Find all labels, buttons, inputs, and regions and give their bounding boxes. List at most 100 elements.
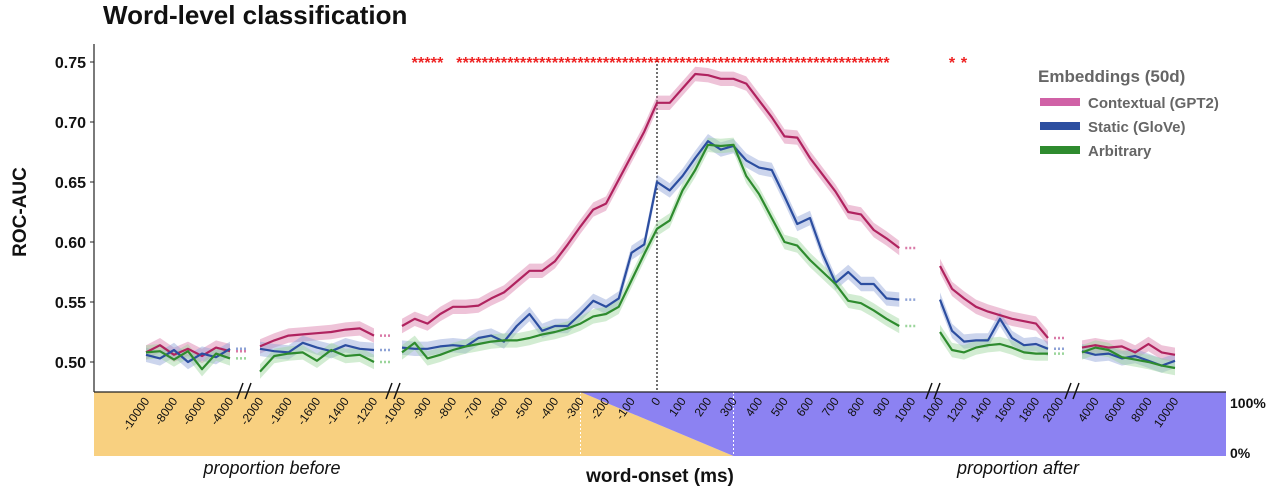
series-line (1081, 342, 1176, 356)
y-tick-label: 0.55 (55, 295, 86, 312)
series-line (259, 348, 375, 373)
significance-marker: * (743, 55, 750, 72)
significance-marker: * (641, 55, 648, 72)
significance-marker: * (961, 55, 968, 72)
series-line (938, 299, 1049, 350)
significance-marker: * (775, 55, 782, 72)
significance-marker: * (852, 55, 859, 72)
confidence-band (940, 292, 1048, 356)
significance-marker: * (724, 55, 731, 72)
x-axis-label: word-onset (ms) (585, 466, 734, 487)
axis-break-icon (925, 382, 941, 400)
confidence-band (146, 344, 230, 377)
significance-marker: * (705, 55, 712, 72)
significance-marker: * (526, 55, 533, 72)
significance-marker: * (730, 55, 737, 72)
proportion-bottom-label: 0% (1230, 445, 1251, 461)
region-label-after: proportion after (956, 458, 1080, 478)
y-tick-label: 0.50 (55, 355, 86, 372)
legend-swatch (1040, 122, 1080, 130)
significance-marker: * (883, 55, 890, 72)
significance-marker: * (839, 55, 846, 72)
series-line (259, 327, 375, 348)
significance-marker: * (667, 55, 674, 72)
significance-marker: * (826, 55, 833, 72)
significance-marker: * (686, 55, 693, 72)
y-tick-label: 0.70 (55, 115, 86, 132)
confidence-band (402, 66, 900, 334)
significance-marker: * (482, 55, 489, 72)
significance-marker: * (864, 55, 871, 72)
chart-title: Word-level classification (103, 0, 408, 30)
significance-marker: * (577, 55, 584, 72)
y-tick-label: 0.75 (55, 55, 86, 72)
series-line (259, 341, 375, 354)
significance-marker: * (584, 55, 591, 72)
significance-marker: * (495, 55, 502, 72)
series-line (401, 72, 900, 327)
series-line (145, 350, 231, 371)
significance-marker: * (699, 55, 706, 72)
significance-marker: * (762, 55, 769, 72)
significance-marker: * (565, 55, 572, 72)
significance-marker: * (533, 55, 540, 72)
confidence-band (940, 258, 1048, 346)
significance-marker: * (469, 55, 476, 72)
significance-marker: * (781, 55, 788, 72)
legend-entry: Static (GloVe) (1088, 119, 1186, 136)
significance-marker: * (412, 55, 419, 72)
significance-marker: * (756, 55, 763, 72)
axis-break-icon (236, 382, 252, 400)
significance-marker: * (501, 55, 508, 72)
significance-marker: * (418, 55, 425, 72)
legend-swatch (1040, 98, 1080, 106)
series-line (939, 265, 1049, 339)
significance-marker: * (628, 55, 635, 72)
significance-marker: * (769, 55, 776, 72)
series-line (1081, 346, 1176, 370)
significance-marker: * (437, 55, 444, 72)
significance-marker: * (507, 55, 514, 72)
axes: 0.50 0.55 0.60 0.65 0.70 0.75 (55, 44, 1226, 400)
significance-marker: * (679, 55, 686, 72)
significance-marker: * (514, 55, 521, 72)
y-tick-label: 0.65 (55, 175, 86, 192)
after-region (580, 392, 1226, 456)
significance-marker: * (871, 55, 878, 72)
significance-marker: * (660, 55, 667, 72)
significance-marker: * (609, 55, 616, 72)
series-lines (145, 72, 1176, 373)
confidence-band (402, 137, 900, 366)
legend-swatch (1040, 146, 1080, 154)
significance-marker: * (654, 55, 661, 72)
significance-marker: * (711, 55, 718, 72)
series-line (401, 140, 900, 350)
significance-marker: * (801, 55, 808, 72)
region-label-before: proportion before (202, 458, 340, 478)
legend: Embeddings (50d) Contextual (GPT2) Static … (1038, 67, 1219, 160)
significance-marker: * (820, 55, 827, 72)
significance-marker: * (788, 55, 795, 72)
proportion-regions (94, 392, 1226, 456)
significance-marker: * (673, 55, 680, 72)
significance-marker: * (845, 55, 852, 72)
significance-marker: * (718, 55, 725, 72)
significance-marker: * (648, 55, 655, 72)
significance-marker: * (558, 55, 565, 72)
series-line (145, 347, 231, 364)
significance-marker: * (616, 55, 623, 72)
significance-marker: * (424, 55, 431, 72)
significance-markers: * * * * * * * * * * * * * * * * * * * * * * * * * * * * * * * * * * * * * * * *… (412, 55, 968, 72)
significance-marker: * (635, 55, 642, 72)
proportion-top-label: 100% (1230, 395, 1266, 411)
series-line (401, 143, 900, 360)
significance-marker: * (463, 55, 470, 72)
significance-marker: * (539, 55, 546, 72)
confidence-bands (146, 66, 1175, 379)
significance-marker: * (603, 55, 610, 72)
significance-marker: * (590, 55, 597, 72)
y-axis-label: ROC-AUC (10, 167, 31, 257)
significance-marker: * (597, 55, 604, 72)
significance-marker: * (431, 55, 438, 72)
